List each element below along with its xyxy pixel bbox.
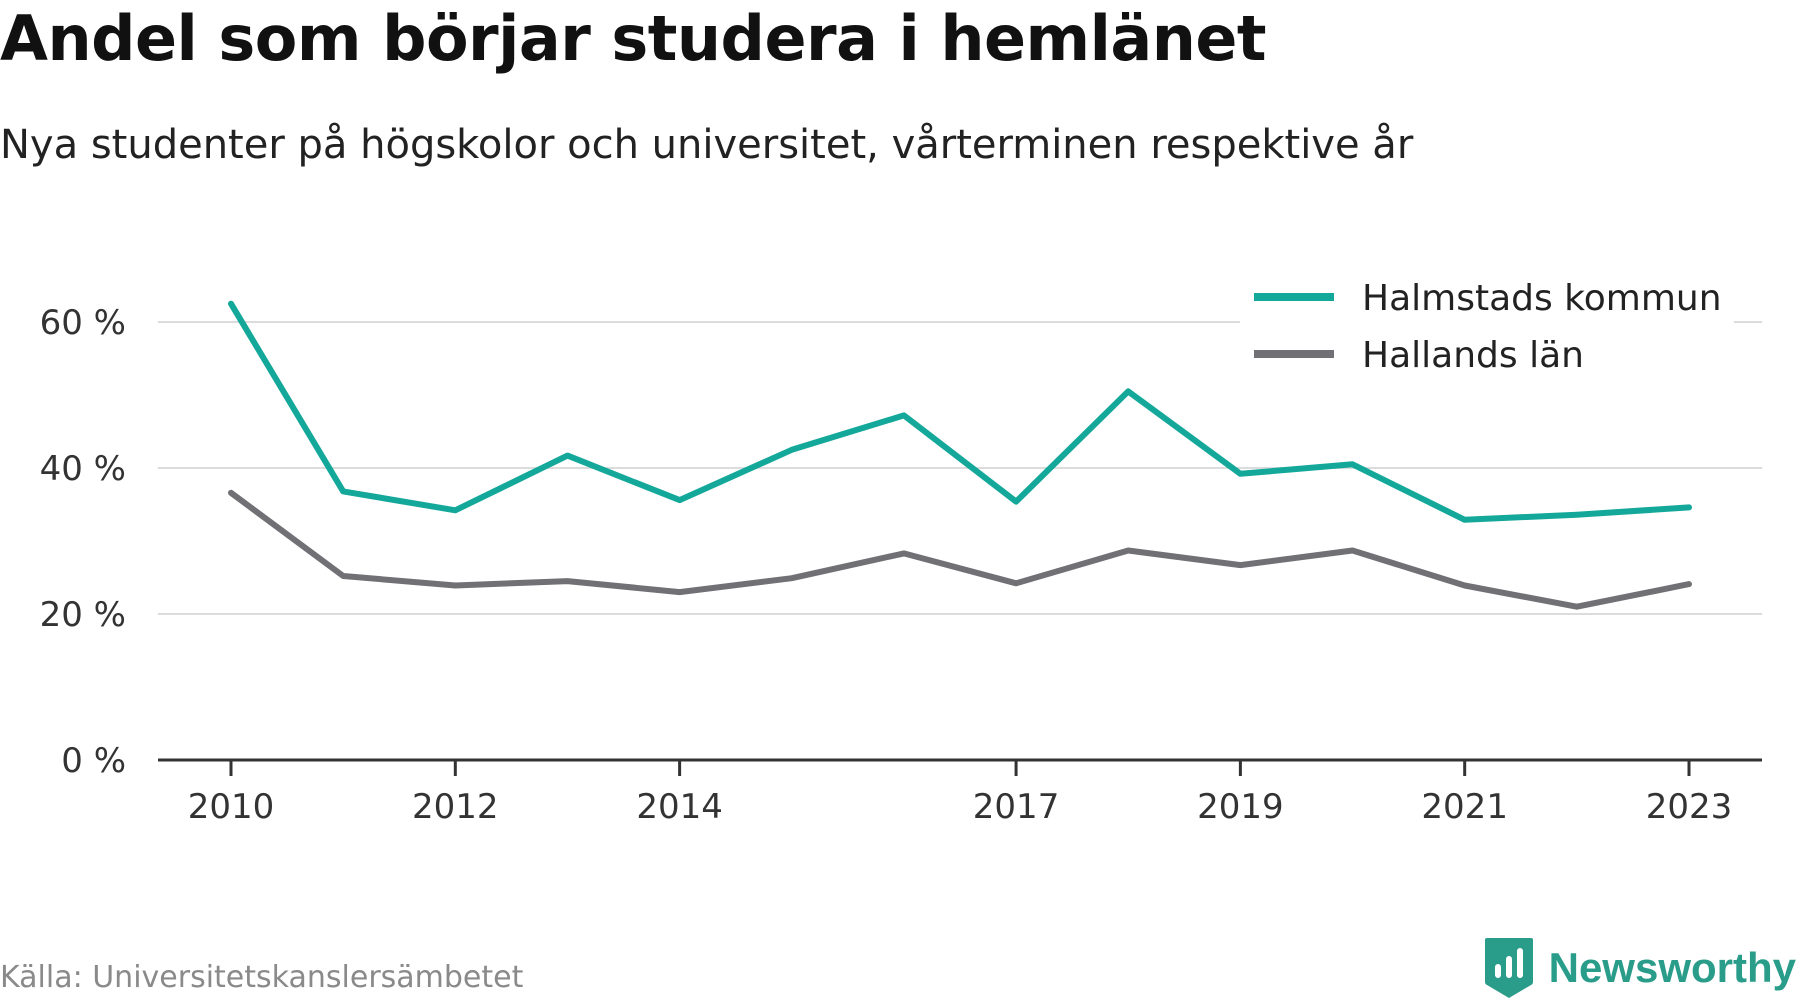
chart-subtitle: Nya studenter på högskolor och universit… [0,122,1414,168]
x-tick-label: 2017 [973,787,1060,827]
legend-label-2: Hallands län [1362,335,1584,376]
legend-background [1240,264,1734,382]
x-tick-label: 2019 [1197,787,1284,827]
y-tick-label: 0 % [61,741,126,781]
x-tick-label: 2021 [1421,787,1508,827]
brand-name: Newsworthy [1548,944,1796,991]
x-axis: 2010 2012 2014 2017 2019 2021 2023 [158,758,1762,827]
legend: Halmstads kommun Hallands län [1240,264,1734,382]
source-note: Källa: Universitetskanslersämbetet [0,960,524,995]
y-axis-ticks: 0 % 20 % 40 % 60 % [40,303,126,781]
y-tick-label: 60 % [40,303,126,343]
y-tick-label: 20 % [40,595,126,635]
x-tick-label: 2012 [412,787,499,827]
legend-label-1: Halmstads kommun [1362,278,1722,319]
newsworthy-logo-icon [1484,938,1533,998]
brand-logo: Newsworthy [1483,936,1796,1000]
y-tick-label: 40 % [40,449,126,489]
chart-title: Andel som börjar studera i hemlänet [0,2,1267,75]
series-lines [228,300,1692,610]
series-line-2 [228,489,1692,610]
x-tick-label: 2023 [1646,787,1733,827]
series-line-1 [228,300,1692,523]
x-tick-label: 2010 [188,787,275,827]
x-tick-label: 2014 [636,787,723,827]
